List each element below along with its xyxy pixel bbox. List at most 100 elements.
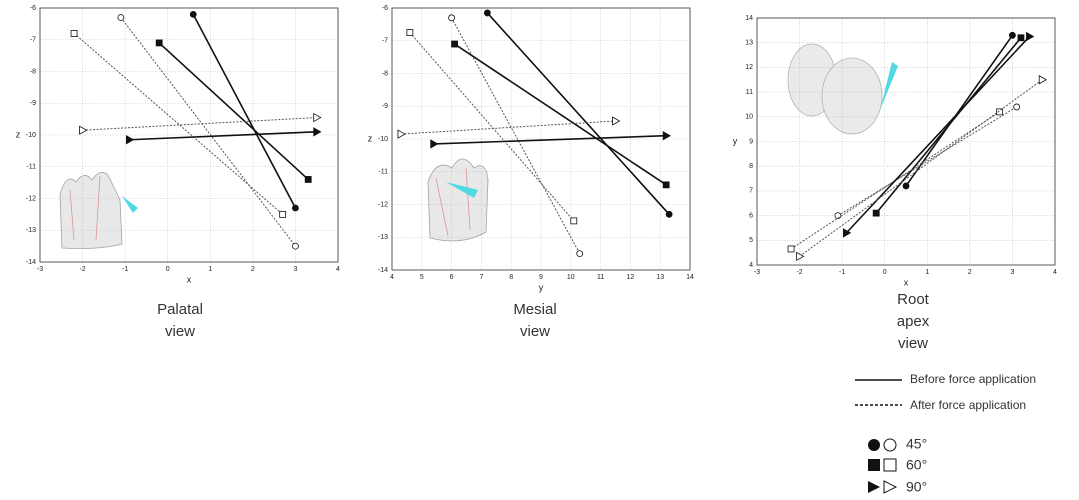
x-axis-label: x — [187, 274, 192, 284]
marker — [190, 11, 196, 17]
marker — [571, 218, 577, 224]
marker — [1026, 33, 1033, 41]
marker — [903, 183, 909, 189]
tooth-illustration — [60, 172, 138, 248]
x-tick-label: 0 — [166, 266, 170, 273]
y-tick-label: -10 — [378, 136, 388, 143]
legend-marker — [868, 439, 880, 451]
x-tick-label: 12 — [627, 274, 635, 281]
marker — [1009, 32, 1015, 38]
marker — [663, 132, 670, 140]
y-tick-label: -13 — [26, 227, 36, 234]
marker — [80, 126, 87, 134]
y-tick-label: -12 — [26, 195, 36, 202]
legend-marker — [868, 481, 880, 493]
x-tick-label: -2 — [796, 269, 802, 276]
x-axis-label: x — [904, 277, 909, 287]
y-tick-label: -9 — [382, 103, 388, 110]
figure: Before force application After force app… — [0, 0, 1079, 500]
marker — [666, 211, 672, 217]
y-tick-label: -6 — [382, 5, 388, 12]
marker — [71, 30, 77, 36]
data-line — [487, 13, 669, 214]
y-tick-label: 9 — [749, 138, 753, 145]
x-tick-label: 6 — [450, 274, 454, 281]
x-tick-label: 7 — [479, 274, 483, 281]
view-caption: Root — [897, 291, 930, 308]
marker — [118, 15, 124, 21]
legend-label: Before force application — [910, 372, 1036, 386]
tooth-illustration — [788, 44, 898, 134]
marker — [452, 41, 458, 47]
y-tick-label: 12 — [745, 64, 753, 71]
legend-label: 60° — [906, 457, 927, 473]
x-tick-label: 3 — [1010, 269, 1014, 276]
marker — [292, 243, 298, 249]
marker — [1014, 104, 1020, 110]
marker — [126, 136, 133, 144]
y-tick-label: -14 — [378, 267, 388, 274]
x-tick-label: -1 — [839, 269, 845, 276]
marker — [280, 211, 286, 217]
marker — [577, 251, 583, 257]
x-tick-label: 5 — [420, 274, 424, 281]
legend-marker — [884, 439, 896, 451]
marker — [613, 117, 620, 125]
x-tick-label: 1 — [208, 266, 212, 273]
marker — [449, 15, 455, 21]
view-caption: view — [520, 323, 550, 340]
data-line — [876, 38, 1021, 213]
legend-label: 45° — [906, 436, 927, 452]
y-axis-label: z — [16, 129, 21, 139]
marker — [305, 176, 311, 182]
view-caption: view — [898, 335, 928, 352]
view-caption: apex — [897, 313, 930, 330]
x-tick-label: 4 — [390, 274, 394, 281]
tooth-illustration — [428, 159, 488, 241]
x-tick-label: 2 — [251, 266, 255, 273]
x-tick-label: 11 — [597, 274, 604, 281]
legend-label: After force application — [910, 398, 1026, 412]
marker — [788, 246, 794, 252]
data-line — [846, 37, 1029, 233]
x-tick-label: 10 — [567, 274, 575, 281]
y-tick-label: -7 — [382, 38, 388, 45]
data-line — [121, 18, 296, 247]
y-tick-label: 8 — [749, 163, 753, 170]
marker — [797, 252, 804, 260]
x-tick-label: 1 — [925, 269, 929, 276]
x-tick-label: 4 — [1053, 269, 1057, 276]
x-tick-label: -3 — [37, 266, 43, 273]
y-tick-label: 5 — [749, 237, 753, 244]
y-axis-label: y — [733, 136, 738, 146]
data-line — [83, 118, 317, 131]
marker — [663, 182, 669, 188]
data-line — [129, 132, 316, 140]
marker — [484, 10, 490, 16]
marker — [156, 40, 162, 46]
x-tick-label: 2 — [968, 269, 972, 276]
view-caption: Mesial — [513, 301, 556, 318]
y-tick-label: 14 — [745, 15, 753, 22]
marker — [398, 130, 405, 138]
marker — [431, 140, 438, 148]
y-tick-label: 7 — [749, 188, 753, 195]
x-axis-label: y — [539, 282, 544, 292]
y-tick-label: -10 — [26, 132, 36, 139]
y-tick-label: -11 — [26, 164, 36, 171]
marker — [314, 128, 321, 136]
y-tick-label: 10 — [745, 114, 753, 121]
legend-marker — [884, 459, 896, 471]
view-caption: Palatal — [157, 301, 203, 318]
x-tick-label: 0 — [883, 269, 887, 276]
y-axis-label: z — [368, 133, 373, 143]
x-tick-label: 14 — [686, 274, 694, 281]
x-tick-label: 9 — [539, 274, 543, 281]
data-line — [434, 136, 666, 144]
marker — [314, 114, 321, 122]
marker — [1039, 76, 1046, 84]
view-caption: view — [165, 323, 195, 340]
y-tick-label: -11 — [378, 169, 388, 176]
